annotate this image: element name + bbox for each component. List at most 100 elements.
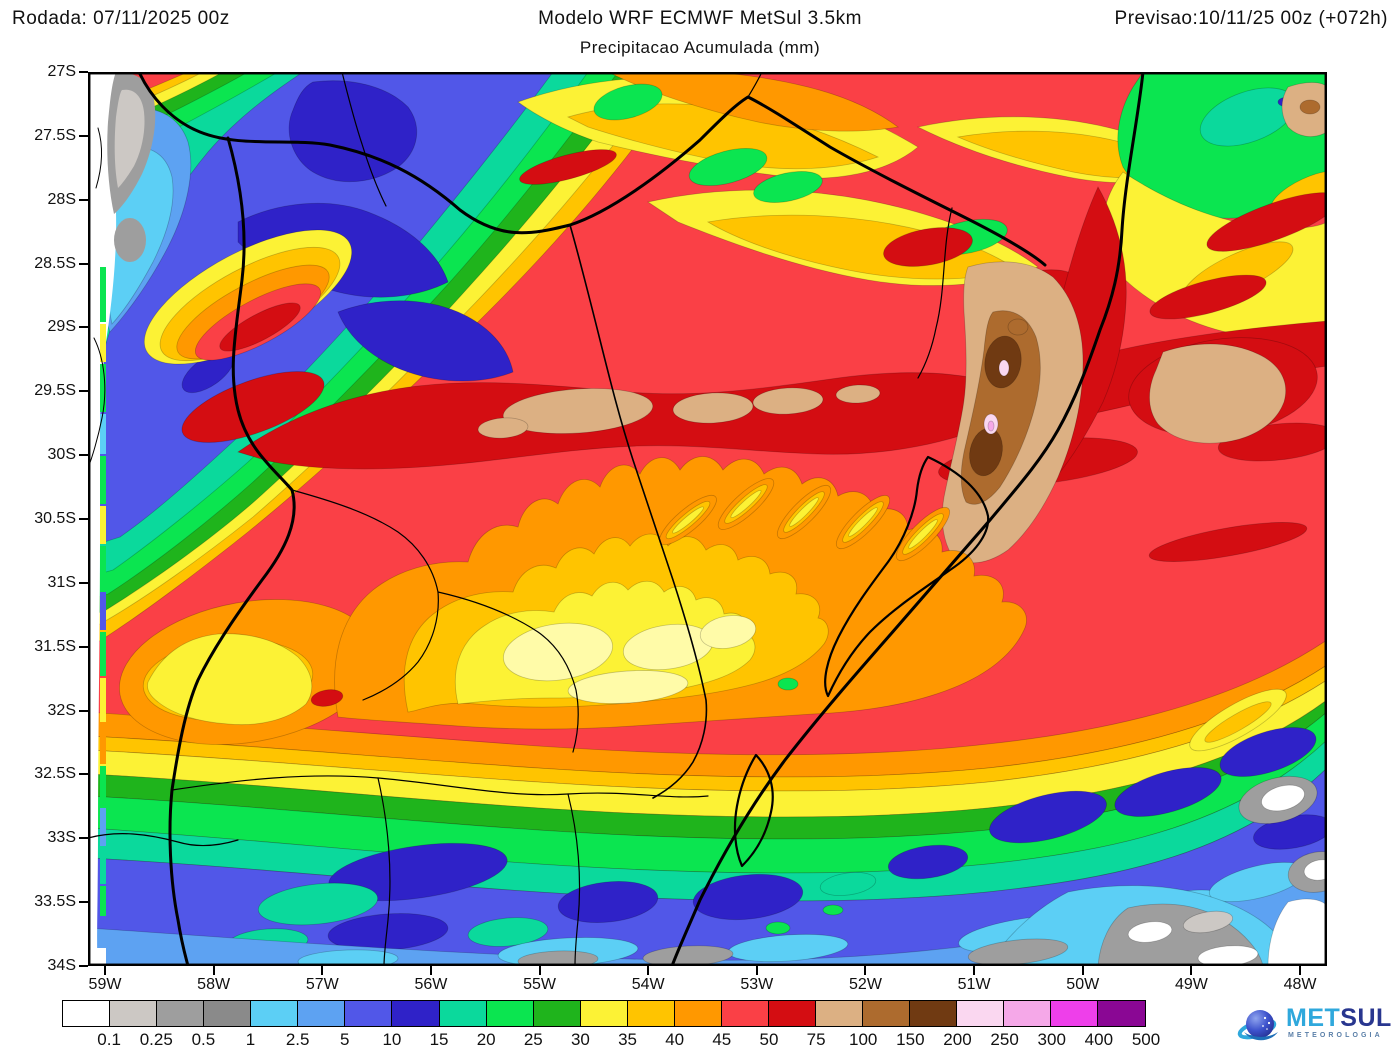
legend-swatch xyxy=(1003,1000,1052,1027)
x-axis-tick xyxy=(1190,966,1193,975)
legend-swatch xyxy=(438,1000,488,1027)
model-title: Modelo WRF ECMWF MetSul 3.5km xyxy=(538,8,862,29)
legend-swatch xyxy=(297,1000,346,1027)
y-axis-tick xyxy=(79,326,88,329)
y-axis-label: 34S xyxy=(47,956,76,974)
legend-swatch xyxy=(579,1000,629,1027)
y-axis-tick xyxy=(79,773,88,776)
metsul-wordmark: METSUL xyxy=(1286,1004,1392,1033)
legend-value-label: 0.5 xyxy=(191,1030,216,1049)
y-axis-label: 28S xyxy=(47,190,76,208)
precipitation-map xyxy=(88,72,1327,966)
legend-swatch xyxy=(862,1000,911,1027)
legend-value-label: 500 xyxy=(1131,1030,1161,1049)
metsul-wordmark-met: MET xyxy=(1286,1004,1341,1032)
legend-value-label: 150 xyxy=(896,1030,925,1049)
legend-value-label: 200 xyxy=(943,1030,972,1049)
legend-value-label: 50 xyxy=(759,1030,779,1049)
legend-swatch xyxy=(720,1000,770,1027)
y-axis-tick xyxy=(79,134,88,137)
legend-value-label: 35 xyxy=(618,1030,638,1049)
y-axis-label: 31.5S xyxy=(34,637,76,655)
map-borders xyxy=(88,72,1145,966)
legend-swatch xyxy=(956,1000,1005,1027)
y-axis-label: 28.5S xyxy=(34,254,76,272)
y-axis-label: 33.5S xyxy=(34,893,76,911)
forecast-label: Previsao:10/11/25 00z (+072h) xyxy=(1114,8,1388,29)
precipitation-map-svg xyxy=(88,72,1327,966)
legend-value-label: 5 xyxy=(340,1030,350,1049)
x-axis-tick xyxy=(212,966,215,975)
legend-swatch xyxy=(62,1000,111,1027)
legend-swatch xyxy=(673,1000,723,1027)
x-axis-tick xyxy=(864,966,867,975)
legend-value-label: 1 xyxy=(245,1030,256,1049)
metsul-wordmark-sul: SUL xyxy=(1340,1004,1392,1032)
x-axis-label: 59W xyxy=(88,976,122,993)
legend-value-label: 400 xyxy=(1084,1030,1114,1049)
legend-swatch xyxy=(156,1000,205,1027)
x-axis-label: 57W xyxy=(305,976,339,993)
y-axis-label: 27S xyxy=(47,63,76,80)
legend-value-label: 15 xyxy=(429,1030,449,1049)
legend-value-label: 100 xyxy=(849,1030,878,1049)
y-axis-label: 33S xyxy=(47,829,76,847)
precipitation-legend xyxy=(62,1000,1147,1027)
y-axis-label: 30S xyxy=(47,446,76,464)
legend-swatch xyxy=(532,1000,582,1027)
legend-value-label: 40 xyxy=(665,1030,685,1049)
legend-value-label: 20 xyxy=(476,1030,496,1049)
y-axis-label: 29.5S xyxy=(34,382,76,400)
domain-edge-strips xyxy=(94,267,106,966)
x-axis-tick xyxy=(1081,966,1084,975)
legend-value-label: 2.5 xyxy=(285,1030,310,1049)
x-axis-label: 48W xyxy=(1283,976,1317,993)
legend-value-label: 45 xyxy=(712,1030,732,1049)
y-axis-tick xyxy=(79,837,88,840)
x-axis-label: 50W xyxy=(1066,976,1100,993)
y-axis-label: 30.5S xyxy=(34,509,76,527)
y-axis-tick xyxy=(79,645,88,648)
metsul-logo: METSUL METEOROLOGIA xyxy=(1236,1002,1394,1050)
legend-swatch xyxy=(250,1000,299,1027)
legend-swatch xyxy=(1097,1000,1147,1027)
y-axis-label: 32.5S xyxy=(34,765,76,783)
y-axis-tick xyxy=(79,517,88,520)
metsul-planet-icon xyxy=(1237,1010,1278,1041)
legend-swatch xyxy=(485,1000,535,1027)
y-axis-label: 32S xyxy=(47,701,76,719)
x-axis-tick xyxy=(647,966,650,975)
x-axis-tick xyxy=(1299,966,1302,975)
legend-swatch xyxy=(203,1000,252,1027)
legend-swatch xyxy=(909,1000,958,1027)
legend-swatch xyxy=(1050,1000,1099,1027)
y-axis-label: 31S xyxy=(47,573,76,591)
legend-swatch xyxy=(626,1000,676,1027)
x-axis-label: 54W xyxy=(631,976,665,993)
x-axis-label: 56W xyxy=(414,976,448,993)
y-axis-tick xyxy=(79,964,88,967)
y-axis-tick xyxy=(79,71,88,73)
legend-swatch xyxy=(391,1000,441,1027)
x-axis-tick xyxy=(321,966,324,975)
x-axis-label: 52W xyxy=(849,976,882,993)
x-axis-tick xyxy=(755,966,758,975)
y-axis-label: 29S xyxy=(47,318,76,336)
x-axis-tick xyxy=(429,966,432,975)
legend-value-label: 0.25 xyxy=(139,1030,173,1049)
legend-swatch xyxy=(815,1000,864,1027)
x-axis-label: 53W xyxy=(740,976,774,993)
legend-value-label: 300 xyxy=(1037,1030,1066,1049)
legend-value-label: 0.1 xyxy=(97,1030,121,1049)
run-label: Rodada: 07/11/2025 00z xyxy=(12,8,230,29)
x-axis-tick xyxy=(538,966,541,975)
legend-value-label: 75 xyxy=(806,1030,826,1049)
legend-swatch xyxy=(767,1000,817,1027)
legend-value-label: 250 xyxy=(990,1030,1019,1049)
x-axis-label: 49W xyxy=(1174,976,1208,993)
x-axis-tick xyxy=(104,966,106,975)
legend-value-label: 10 xyxy=(382,1030,402,1049)
y-axis-tick xyxy=(79,262,88,265)
x-axis-label: 51W xyxy=(957,976,991,993)
